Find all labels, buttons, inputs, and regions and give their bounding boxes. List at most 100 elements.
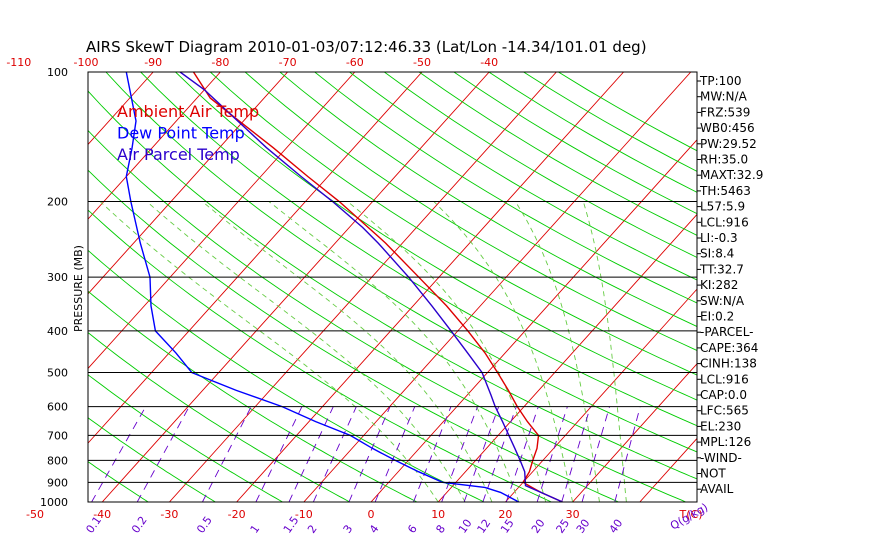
isotherm-line: [0, 72, 19, 502]
stat-item: LFC:565: [700, 404, 749, 418]
isotherm-line: [437, 213, 697, 502]
stat-item: CINH:138: [700, 357, 757, 371]
isotherm-line: [774, 72, 870, 502]
stat-item: MPL:126: [700, 435, 751, 449]
dry-adiabat-line: [88, 209, 552, 502]
stat-item: TH:5463: [699, 184, 751, 198]
mixing-ratio-label: 6: [405, 523, 420, 536]
dry-adiabat-line: [88, 461, 149, 502]
top-temp-tick: -40: [480, 56, 498, 69]
moist-adiabat-line: [433, 201, 574, 502]
isotherm-line: [169, 72, 557, 502]
top-temp-tick: -70: [279, 56, 297, 69]
isotherm-line: [88, 72, 288, 295]
isotherm-line: [88, 72, 356, 370]
bottom-temp-tick: -30: [160, 508, 178, 521]
stat-item: NOT: [700, 467, 726, 481]
mixing-ratio-line: [505, 406, 539, 502]
stat-item: LCL:916: [700, 372, 749, 386]
legend-entry-2: Air Parcel Temp: [117, 145, 240, 164]
stat-item: MW:N/A: [700, 90, 748, 104]
top-temp-tick: -50: [413, 56, 431, 69]
stat-item: EL:230: [700, 419, 741, 433]
isotherm-line: [370, 139, 697, 502]
stat-item: WB0:456: [700, 121, 755, 135]
stat-item: L57:5.9: [700, 200, 745, 214]
bottom-temp-tick: 30: [566, 508, 580, 521]
mixing-ratio-line: [561, 406, 591, 502]
dry-adiabat-line: [88, 169, 619, 502]
y-tick-label: 900: [47, 476, 68, 489]
y-axis-label: PRESSURE (MB): [72, 245, 85, 332]
mixing-ratio-label: 2: [305, 523, 320, 536]
mixing-ratio-line: [614, 406, 641, 502]
series-line-2: [179, 72, 563, 502]
mixing-ratio-label: 4: [367, 523, 382, 536]
mixing-ratio-label: 0.5: [194, 514, 215, 536]
y-tick-label: 500: [47, 367, 68, 380]
stat-item: RH:35.0: [700, 153, 748, 167]
moist-adiabat-line: [146, 201, 466, 502]
dry-adiabat-line: [140, 72, 697, 427]
mixing-ratio-label: 0.2: [129, 514, 150, 536]
y-tick-label: 400: [47, 325, 68, 338]
mixing-ratio-line: [255, 406, 303, 502]
stat-item: AVAIL: [700, 482, 734, 496]
mixing-ratio-line: [536, 406, 568, 502]
bottom-temp-tick: -20: [228, 508, 246, 521]
stat-item: -WIND-: [700, 451, 742, 465]
mixing-ratio-unit: Q(g/kg): [668, 501, 710, 533]
stat-item: LCL:916: [700, 215, 749, 229]
top-temp-tick: -110: [6, 56, 31, 69]
isotherm-line: [572, 363, 697, 502]
stat-item: CAPE:364: [700, 341, 758, 355]
y-tick-label: 200: [47, 195, 68, 208]
series-line-1: [125, 72, 520, 502]
mixing-ratio-line: [374, 406, 416, 502]
stat-item: MAXT:32.9: [700, 168, 763, 182]
dry-adiabat-line: [105, 72, 697, 453]
stat-item: FRZ:539: [700, 105, 750, 119]
moist-adiabat-line: [201, 201, 493, 502]
dry-adiabat-line: [88, 90, 697, 480]
stat-item: SI:8.4: [700, 247, 734, 261]
y-tick-label: 300: [47, 271, 68, 284]
mixing-ratio-line: [91, 406, 147, 502]
top-temp-tick: -60: [346, 56, 364, 69]
mixing-ratio-label: 10: [456, 517, 475, 536]
top-temp-tick: -100: [74, 56, 99, 69]
bottom-temp-tick: -40: [93, 508, 111, 521]
bottom-temp-tick: 0: [368, 508, 375, 521]
isotherm-line: [88, 72, 221, 220]
dry-adiabat-line: [88, 331, 351, 502]
dry-adiabat-line: [349, 72, 697, 281]
plot-frame: [87, 71, 698, 503]
moist-adiabat-line: [515, 201, 600, 502]
dry-adiabat-line: [279, 72, 697, 328]
dry-adiabat-line: [418, 72, 697, 236]
mixing-ratio-line: [482, 406, 517, 502]
y-tick-label: 700: [47, 429, 68, 442]
isotherm-line: [101, 72, 490, 502]
mixing-ratio-line: [312, 406, 357, 502]
isotherm-line: [236, 72, 624, 502]
mixing-ratio-label: 12: [475, 517, 494, 536]
dry-adiabat-line: [314, 72, 697, 304]
chart-title: AIRS SkewT Diagram 2010-01-03/07:12:46.3…: [86, 38, 647, 56]
mixing-ratio-label: 40: [607, 517, 626, 536]
dry-adiabat-line: [88, 129, 686, 502]
mixing-ratio-line: [288, 406, 334, 502]
mixing-ratio-line: [413, 406, 452, 502]
stat-item: KI:282: [700, 278, 738, 292]
series-line-0: [192, 72, 563, 502]
top-temp-tick: -90: [144, 56, 162, 69]
dry-adiabat-line: [175, 72, 697, 401]
dry-adiabat-line: [384, 72, 697, 258]
moist-adiabat-line: [268, 201, 520, 502]
stat-item: TT:32.7: [699, 262, 744, 276]
stat-item: -PARCEL-: [700, 325, 754, 339]
mixing-ratio-label: 1: [248, 523, 263, 536]
bottom-temp-tick: 10: [431, 508, 445, 521]
y-tick-label: 800: [47, 454, 68, 467]
bottom-temp-tick: 20: [498, 508, 512, 521]
